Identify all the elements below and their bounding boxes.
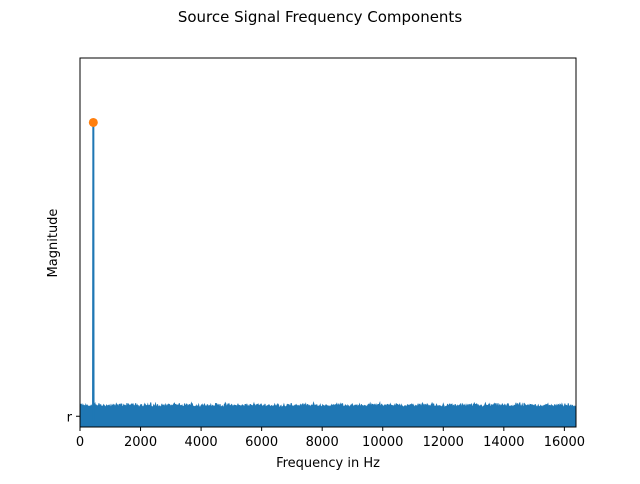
x-tick-label: 12000 bbox=[423, 435, 464, 450]
y-tick-label: r bbox=[67, 410, 73, 425]
spectrum-series bbox=[80, 121, 576, 427]
x-tick-label: 10000 bbox=[362, 435, 403, 450]
chart-title: Source Signal Frequency Components bbox=[178, 8, 462, 26]
x-tick-label: 2000 bbox=[124, 435, 157, 450]
x-tick-label: 16000 bbox=[544, 435, 585, 450]
x-tick-label: 14000 bbox=[483, 435, 524, 450]
x-tick-label: 4000 bbox=[185, 435, 218, 450]
y-axis-label: Magnitude bbox=[46, 209, 61, 278]
plot-area bbox=[80, 117, 576, 427]
x-axis-label: Frequency in Hz bbox=[276, 456, 380, 471]
x-tick-label: 0 bbox=[76, 435, 84, 450]
axes-frame bbox=[79, 57, 577, 428]
x-tick-label: 8000 bbox=[306, 435, 339, 450]
axes: 0 2000 4000 6000 8000 10000 12000 14000 16000 r bbox=[67, 57, 585, 450]
peak-marker bbox=[88, 117, 98, 127]
x-tick-label: 6000 bbox=[245, 435, 278, 450]
